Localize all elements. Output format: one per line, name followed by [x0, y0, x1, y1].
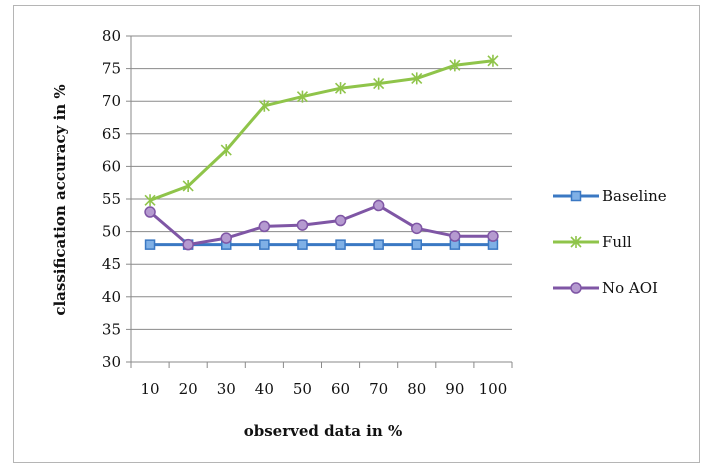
x-tick-label: 20: [179, 380, 198, 398]
series-line-no-aoi: [149, 204, 493, 247]
series-markers: [144, 54, 499, 251]
x-tick-label: 80: [407, 380, 426, 398]
y-tick-label: 45: [102, 255, 121, 273]
data-point-no-aoi: [334, 214, 347, 227]
data-point-full: [220, 144, 232, 157]
x-tick-label: 30: [217, 380, 236, 398]
legend-label: Full: [602, 233, 632, 251]
data-point-baseline: [144, 239, 156, 250]
data-point-no-aoi: [411, 222, 423, 235]
y-tick-label: 50: [102, 223, 121, 241]
legend-label: Baseline: [602, 187, 667, 205]
legend-item-full: Full: [553, 233, 632, 251]
y-tick-label: 65: [102, 125, 121, 143]
y-tick-label: 75: [102, 60, 121, 78]
data-point-baseline: [411, 239, 422, 250]
legend-swatch-marker: [570, 282, 582, 294]
data-point-full: [144, 194, 156, 207]
data-point-no-aoi: [220, 232, 232, 244]
legend-item-no-aoi: No AOI: [553, 279, 658, 297]
x-tick-label: 70: [369, 380, 388, 398]
data-point-no-aoi: [372, 199, 385, 212]
legend-item-baseline: Baseline: [553, 187, 667, 205]
x-tick-label: 90: [445, 380, 464, 398]
y-tick-label: 55: [102, 190, 121, 208]
x-axis-title: observed data in %: [244, 422, 403, 440]
y-tick-label: 60: [102, 157, 121, 175]
x-tick-label: 50: [293, 380, 312, 398]
legend-swatch-marker: [570, 190, 582, 202]
data-point-full: [449, 59, 461, 72]
series-lines: [149, 59, 494, 247]
data-point-baseline: [297, 239, 308, 250]
data-point-no-aoi: [296, 219, 309, 231]
legend-swatch-marker: [570, 236, 582, 248]
data-point-full: [258, 99, 270, 112]
y-tick-label: 35: [102, 320, 121, 338]
x-tick-label: 60: [331, 380, 350, 398]
y-tick-labels: 30 35 40 45 50 55 60 65 70 75 80: [102, 27, 121, 371]
data-point-no-aoi: [449, 230, 461, 242]
data-point-no-aoi: [144, 206, 156, 218]
data-point-baseline: [335, 239, 346, 250]
data-point-full: [296, 90, 309, 103]
y-axis-title: classification accuracy in %: [51, 84, 69, 315]
x-tick-label: 10: [141, 380, 160, 398]
legend-label: No AOI: [602, 279, 658, 297]
data-point-full: [182, 179, 194, 192]
data-point-no-aoi: [258, 220, 271, 233]
data-point-baseline: [259, 239, 270, 250]
x-tick-label: 40: [255, 380, 274, 398]
data-point-full: [334, 82, 347, 95]
data-point-no-aoi: [182, 238, 194, 251]
y-tick-label: 40: [102, 288, 121, 306]
axes: [126, 35, 513, 368]
legend: Baseline Full No AOI: [553, 187, 667, 297]
y-tick-label: 30: [102, 353, 121, 371]
chart-frame: [13, 5, 700, 463]
data-point-baseline: [373, 239, 384, 250]
x-tick-label: 100: [479, 380, 508, 398]
data-point-full: [373, 77, 385, 90]
gridlines: [131, 35, 512, 330]
data-point-full: [487, 54, 499, 67]
x-tick-labels: 10 20 30 40 50 60 70 80 90 100: [141, 380, 508, 398]
y-tick-label: 70: [102, 92, 121, 110]
data-point-full: [411, 72, 423, 85]
y-tick-label: 80: [102, 27, 121, 45]
series-line-full: [149, 59, 494, 202]
data-point-no-aoi: [487, 230, 499, 242]
